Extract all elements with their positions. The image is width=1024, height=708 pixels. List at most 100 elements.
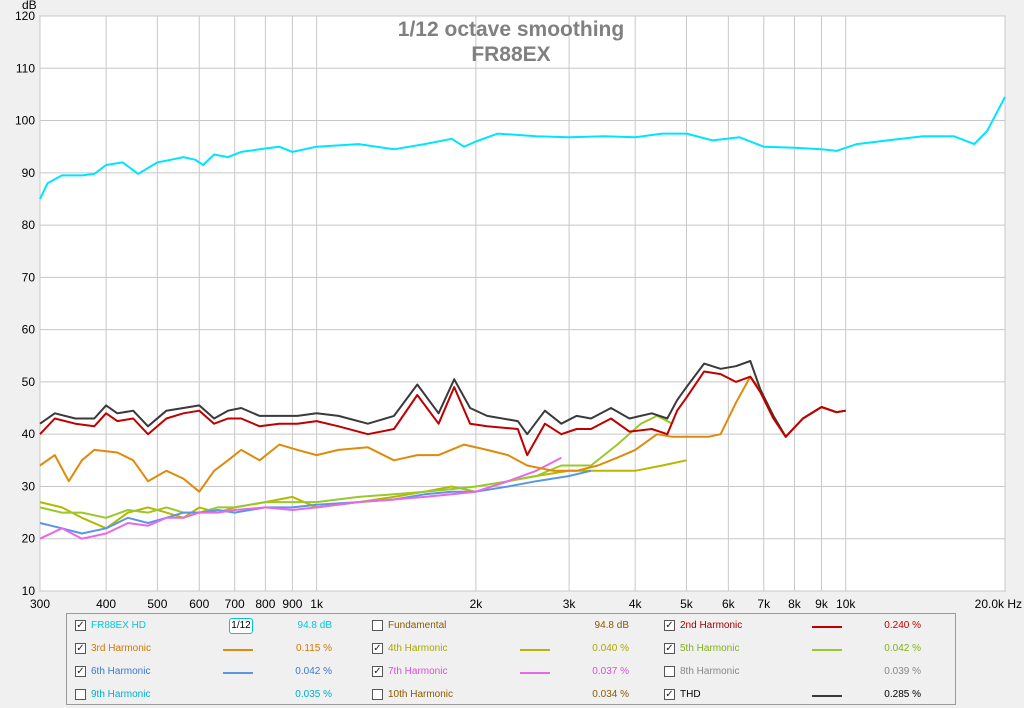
legend-value: 0.034 % bbox=[592, 689, 629, 700]
series-layer bbox=[39, 96, 1006, 540]
x-tick-label: 7k bbox=[757, 597, 771, 611]
legend-swatch bbox=[223, 649, 253, 651]
legend-checkbox-10th-harmonic[interactable] bbox=[372, 689, 383, 700]
legend-value: 0.040 % bbox=[592, 643, 629, 654]
x-tick-label: 4k bbox=[629, 597, 643, 611]
legend-checkbox-thd[interactable]: ✓ bbox=[664, 689, 675, 700]
chart-title: 1/12 octave smoothing bbox=[398, 18, 624, 41]
x-tick-label: 8k bbox=[788, 597, 802, 611]
legend-label: FR88EX HD bbox=[91, 620, 147, 631]
legend-value: 0.042 % bbox=[884, 643, 921, 654]
legend-value: 94.8 dB bbox=[594, 620, 629, 631]
x-tick-label: 400 bbox=[96, 597, 116, 611]
x-tick-label: 10k bbox=[836, 597, 856, 611]
x-tick-label: 1k bbox=[310, 597, 324, 611]
smoothing-badge[interactable]: 1/12 bbox=[229, 618, 253, 634]
y-tick-label: 80 bbox=[22, 218, 36, 232]
legend-label: 10th Harmonic bbox=[388, 689, 454, 700]
legend-label: 7th Harmonic bbox=[388, 666, 448, 677]
plot-area[interactable] bbox=[39, 15, 1006, 592]
axes: 10 20 30 40 50 60 70 80 90 100 110 120 300 400 500 600 7… bbox=[15, 9, 1022, 611]
legend-checkbox-9th-harmonic[interactable] bbox=[75, 689, 86, 700]
legend-label: 3rd Harmonic bbox=[91, 643, 152, 654]
legend-value: 0.285 % bbox=[884, 689, 921, 700]
legend-item-9th-harmonic: 9th Harmonic 0.035 % bbox=[75, 686, 355, 704]
series-line-7th-harmonic bbox=[39, 456, 562, 540]
x-tick-label: 900 bbox=[282, 597, 302, 611]
legend-checkbox-fundamental[interactable] bbox=[372, 620, 383, 631]
legend-item-fr88ex-hd: ✓ FR88EX HD 1/12 94.8 dB bbox=[75, 617, 355, 635]
legend-item-8th-harmonic: 8th Harmonic 0.039 % bbox=[664, 663, 944, 681]
legend-label: 4th Harmonic bbox=[388, 643, 448, 654]
series-line-2nd-harmonic bbox=[39, 370, 846, 457]
y-tick-label: 20 bbox=[22, 532, 36, 546]
grid bbox=[39, 15, 1006, 592]
legend-checkbox-3rd-harmonic[interactable]: ✓ bbox=[75, 643, 86, 654]
legend-swatch bbox=[223, 672, 253, 674]
y-tick-label: 100 bbox=[15, 114, 35, 128]
legend-item-fundamental: Fundamental 94.8 dB bbox=[372, 617, 652, 635]
legend-swatch bbox=[812, 626, 842, 628]
x-tick-label: 5k bbox=[680, 597, 694, 611]
legend-item-4th-harmonic: ✓ 4th Harmonic 0.040 % bbox=[372, 640, 652, 658]
legend-value: 0.037 % bbox=[592, 666, 629, 677]
legend-item-3rd-harmonic: ✓ 3rd Harmonic 0.115 % bbox=[75, 640, 355, 658]
legend-swatch bbox=[812, 695, 842, 697]
chart-subtitle: FR88EX bbox=[471, 43, 550, 66]
x-tick-label: 500 bbox=[147, 597, 167, 611]
y-tick-label: 90 bbox=[22, 166, 36, 180]
legend-checkbox-5th-harmonic[interactable]: ✓ bbox=[664, 643, 675, 654]
legend-swatch bbox=[812, 649, 842, 651]
legend-checkbox-2nd-harmonic[interactable]: ✓ bbox=[664, 620, 675, 631]
legend-item-6th-harmonic: ✓ 6th Harmonic 0.042 % bbox=[75, 663, 355, 681]
legend-value: 0.039 % bbox=[884, 666, 921, 677]
y-tick-label: 70 bbox=[22, 270, 36, 284]
legend-label: 5th Harmonic bbox=[680, 643, 740, 654]
legend-value: 0.240 % bbox=[884, 620, 921, 631]
y-tick-label: 110 bbox=[16, 61, 35, 75]
series-line-5th-harmonic bbox=[39, 414, 673, 519]
legend-swatch bbox=[520, 649, 550, 651]
x-tick-label: 20.0k Hz bbox=[975, 597, 1022, 611]
legend-checkbox-fr88ex-hd[interactable]: ✓ bbox=[75, 620, 86, 631]
legend-label: THD bbox=[680, 689, 701, 700]
legend-swatch bbox=[520, 672, 550, 674]
x-tick-label: 9k bbox=[815, 597, 829, 611]
y-tick-label: 30 bbox=[22, 479, 36, 493]
legend-label: Fundamental bbox=[388, 620, 447, 631]
y-axis-label: dB bbox=[22, 0, 37, 12]
x-tick-label: 6k bbox=[722, 597, 736, 611]
y-tick-label: 50 bbox=[22, 375, 36, 389]
legend-checkbox-4th-harmonic[interactable]: ✓ bbox=[372, 643, 383, 654]
legend: ✓ FR88EX HD 1/12 94.8 dB Fundamental 94.8 dB ✓… bbox=[66, 613, 956, 705]
legend-label: 8th Harmonic bbox=[680, 666, 740, 677]
legend-value: 0.035 % bbox=[295, 689, 332, 700]
y-tick-label: 120 bbox=[15, 9, 35, 23]
y-tick-label: 60 bbox=[22, 323, 36, 337]
legend-item-2nd-harmonic: ✓ 2nd Harmonic 0.240 % bbox=[664, 617, 944, 635]
legend-value: 0.115 % bbox=[296, 643, 332, 654]
legend-value: 0.042 % bbox=[295, 666, 332, 677]
legend-value: 94.8 dB bbox=[297, 620, 332, 631]
legend-label: 2nd Harmonic bbox=[680, 620, 743, 631]
x-tick-label: 300 bbox=[30, 597, 50, 611]
legend-checkbox-8th-harmonic[interactable] bbox=[664, 666, 675, 677]
x-tick-label: 3k bbox=[563, 597, 577, 611]
legend-checkbox-6th-harmonic[interactable]: ✓ bbox=[75, 666, 86, 677]
chart: 10 20 30 40 50 60 70 80 90 100 110 120 300 400 500 600 7… bbox=[14, 0, 1022, 611]
legend-item-10th-harmonic: 10th Harmonic 0.034 % bbox=[372, 686, 652, 704]
legend-item-5th-harmonic: ✓ 5th Harmonic 0.042 % bbox=[664, 640, 944, 658]
legend-label: 9th Harmonic bbox=[91, 689, 151, 700]
x-tick-label: 700 bbox=[225, 597, 245, 611]
legend-item-thd: ✓ THD 0.285 % bbox=[664, 686, 944, 704]
y-tick-label: 40 bbox=[22, 427, 36, 441]
legend-checkbox-7th-harmonic[interactable]: ✓ bbox=[372, 666, 383, 677]
x-tick-label: 600 bbox=[189, 597, 209, 611]
series-line-fr88ex-hd bbox=[39, 96, 1006, 200]
x-tick-label: 800 bbox=[255, 597, 275, 611]
legend-label: 6th Harmonic bbox=[91, 666, 151, 677]
y-tick-label: 10 bbox=[22, 584, 36, 598]
x-tick-label: 2k bbox=[470, 597, 484, 611]
series-line-3rd-harmonic bbox=[39, 375, 846, 493]
series-line-thd bbox=[39, 360, 846, 438]
